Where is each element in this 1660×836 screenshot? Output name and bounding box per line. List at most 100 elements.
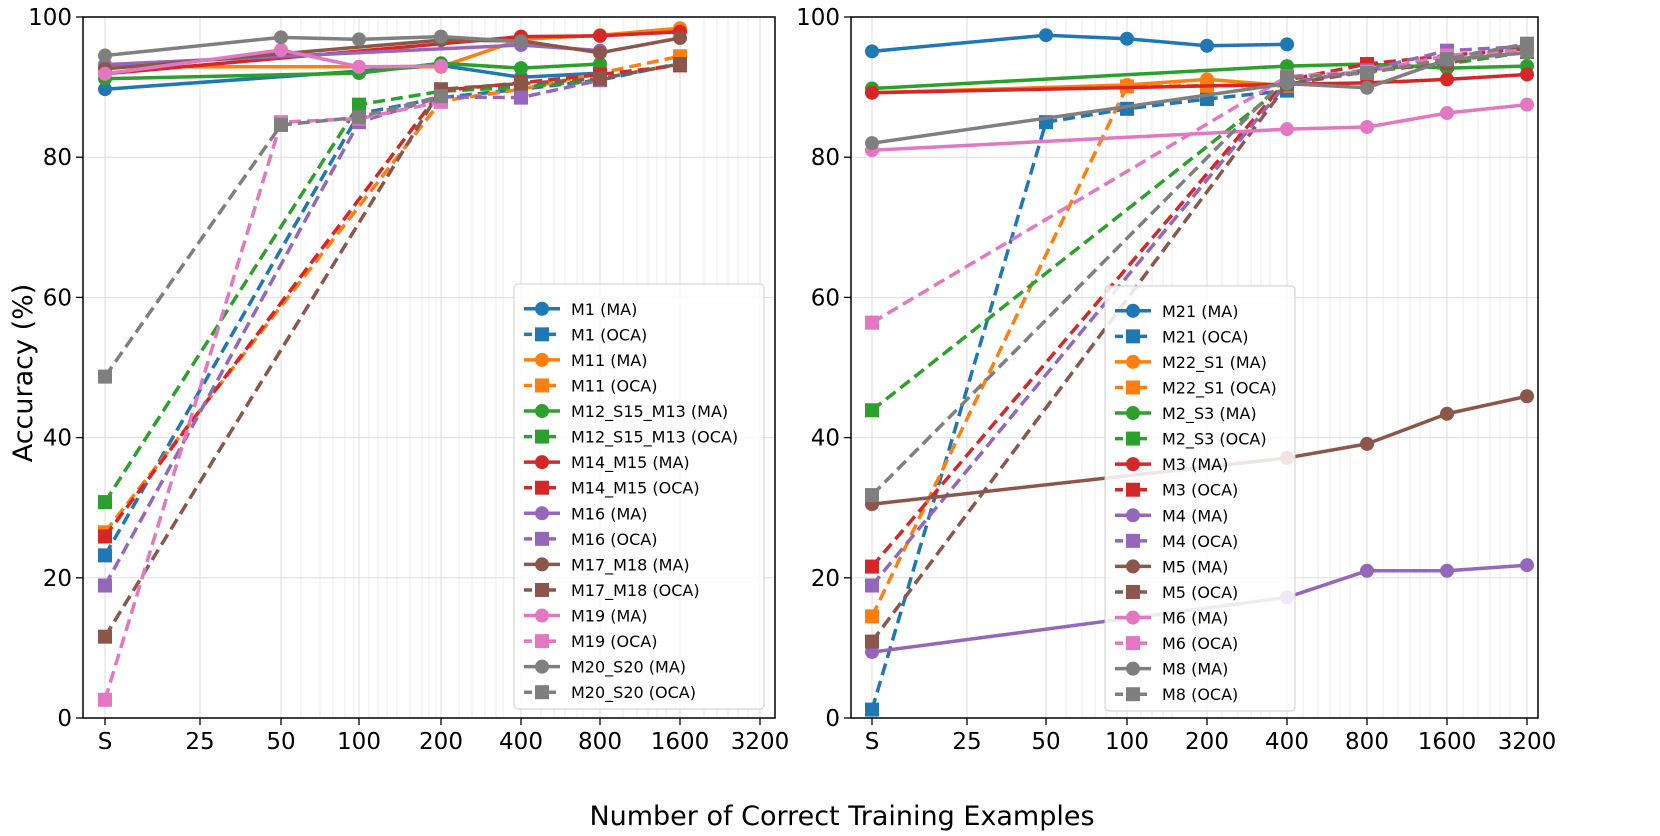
- x-tick-label: 3200: [731, 729, 790, 755]
- data-point-m21-ma: [865, 44, 879, 59]
- data-point-m20-s20-oca: [434, 89, 448, 104]
- data-point-m6-ma: [1360, 120, 1374, 135]
- legend-marker: [1126, 508, 1140, 523]
- data-point-m17-m18-oca: [98, 629, 112, 644]
- series-line-m12-s15-m13-oca: [103, 78, 601, 504]
- data-point-m1-ma: [98, 82, 112, 97]
- legend-label: M21 (MA): [1162, 302, 1238, 321]
- y-tick-label: 100: [796, 5, 840, 31]
- legend-marker: [1126, 661, 1140, 676]
- data-point-m6-ma: [1440, 106, 1454, 121]
- legend-marker: [1126, 610, 1140, 625]
- legend-label: M17_M18 (MA): [571, 555, 690, 575]
- legend-box: [1104, 285, 1296, 712]
- x-tick-label: 100: [337, 729, 381, 755]
- data-point-m8-oca: [1520, 36, 1534, 51]
- x-tick-label: 3200: [1498, 729, 1557, 755]
- data-point-m3-ma: [1440, 72, 1454, 87]
- data-point-m21-ma: [1280, 37, 1294, 52]
- legend-label: M12_S15_M13 (MA): [571, 402, 728, 422]
- legend-marker: [535, 659, 549, 674]
- y-tick-label: 60: [43, 285, 72, 311]
- legend-label: M5 (MA): [1162, 557, 1228, 576]
- legend-label: M1 (OCA): [571, 325, 647, 344]
- data-point-m5-ma: [1520, 389, 1534, 404]
- legend-label: M14_M15 (MA): [571, 453, 690, 473]
- legend-marker: [535, 480, 549, 495]
- legend-marker: [535, 455, 549, 470]
- legend-marker: [1126, 559, 1140, 574]
- data-point-m4-ma: [1440, 563, 1454, 578]
- data-point-m4-ma: [865, 645, 879, 660]
- data-point-m6-ma: [1280, 122, 1294, 137]
- data-point-m12-s15-m13-ma: [514, 61, 528, 76]
- legend-marker: [535, 557, 549, 572]
- y-tick-label: 20: [811, 566, 840, 592]
- legend-marker: [1126, 303, 1140, 318]
- data-point-m17-m18-oca: [514, 76, 528, 91]
- data-point-m8-ma: [1360, 80, 1374, 95]
- legend-label: M6 (MA): [1162, 609, 1228, 628]
- data-point-m8-oca: [865, 488, 879, 503]
- y-tick-label: 0: [57, 706, 72, 732]
- y-tick-label: 60: [811, 285, 840, 311]
- legend-label: M4 (OCA): [1162, 532, 1238, 551]
- y-tick-label: 40: [811, 426, 840, 452]
- data-point-m3-ma: [1520, 67, 1534, 82]
- x-axis-label: Number of Correct Training Examples: [589, 801, 1094, 832]
- series-line-m11-oca: [103, 54, 681, 534]
- data-point-m20-s20-oca: [98, 369, 112, 384]
- data-point-m12-s15-m13-oca: [352, 97, 366, 112]
- legend-label: M6 (OCA): [1162, 634, 1238, 653]
- legend-label: M8 (MA): [1162, 660, 1228, 679]
- legend-label: M19 (OCA): [571, 632, 657, 651]
- y-tick-label: 0: [825, 706, 840, 732]
- legend-marker: [1126, 533, 1140, 548]
- data-point-m8-oca: [1280, 70, 1294, 85]
- data-point-m16-oca: [98, 578, 112, 593]
- legend-marker: [1126, 431, 1140, 446]
- series-line-m20-s20-oca: [103, 94, 442, 378]
- data-point-m3-oca: [865, 559, 879, 574]
- data-point-m12-s15-m13-ma: [593, 56, 607, 71]
- data-point-m20-s20-ma: [514, 34, 528, 49]
- legend-label: M22_S1 (MA): [1162, 353, 1267, 373]
- legend-label: M21 (OCA): [1162, 327, 1248, 346]
- x-tick-label: 800: [578, 729, 622, 755]
- data-point-m16-oca: [514, 90, 528, 105]
- y-tick-label: 40: [43, 426, 72, 452]
- x-tick-label: 400: [499, 729, 543, 755]
- data-point-m20-s20-ma: [434, 29, 448, 44]
- data-point-m3-ma: [865, 85, 879, 100]
- legend-marker: [1126, 636, 1140, 651]
- x-tick-label: S: [865, 729, 880, 755]
- legend-marker: [535, 404, 549, 419]
- data-point-m5-ma: [1440, 406, 1454, 421]
- legend-marker: [535, 301, 549, 316]
- x-tick-label: 100: [1105, 729, 1149, 755]
- data-point-m17-m18-oca: [593, 71, 607, 86]
- x-tick-label: 200: [419, 729, 463, 755]
- x-tick-label: 1600: [1418, 729, 1477, 755]
- data-point-m19-ma: [274, 42, 288, 57]
- legend-label: M16 (MA): [571, 504, 647, 523]
- y-tick-label: 100: [28, 5, 72, 31]
- legend-marker: [535, 506, 549, 521]
- series-line-m19-oca: [103, 100, 442, 701]
- data-point-m5-ma: [1360, 436, 1374, 451]
- data-point-m14-m15-oca: [98, 529, 112, 544]
- data-point-m17-m18-oca: [673, 56, 687, 71]
- data-point-m5-oca: [865, 634, 879, 649]
- legend-label: M3 (MA): [1162, 455, 1228, 474]
- x-tick-label: 200: [1185, 729, 1229, 755]
- legend-marker: [535, 608, 549, 623]
- data-point-m14-m15-ma: [593, 28, 607, 43]
- data-point-m20-s20-oca: [352, 110, 366, 125]
- legend-label: M16 (OCA): [571, 530, 657, 549]
- legend-marker: [535, 531, 549, 546]
- data-point-m19-ma: [352, 59, 366, 74]
- data-point-m20-s20-ma: [274, 30, 288, 45]
- data-point-m20-s20-ma: [352, 32, 366, 47]
- x-tick-label: 1600: [651, 729, 710, 755]
